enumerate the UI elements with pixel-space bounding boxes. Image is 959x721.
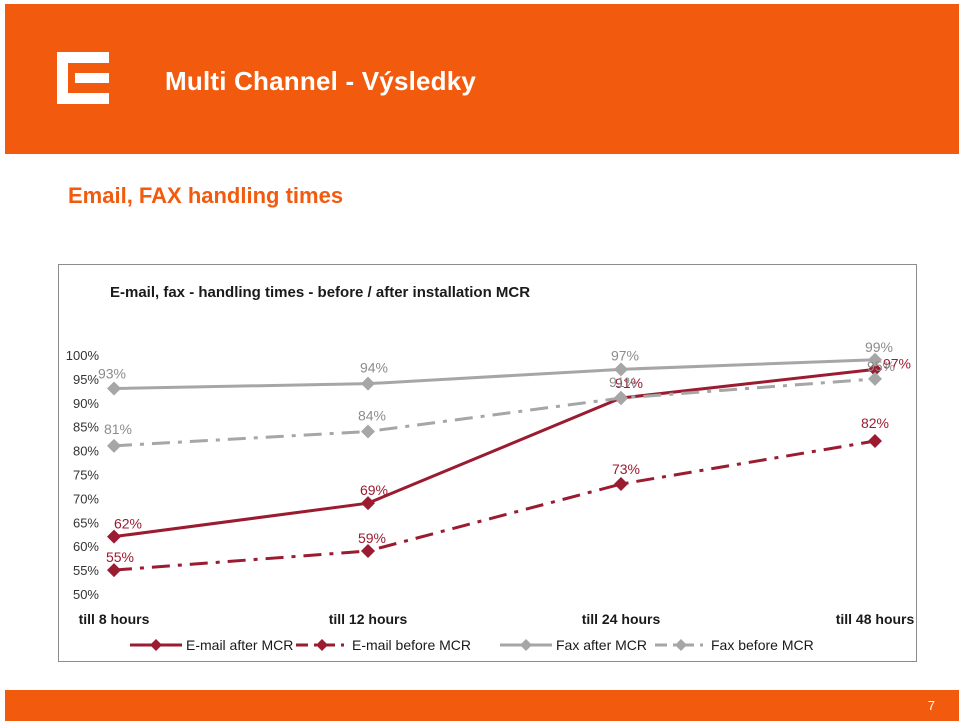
y-tick-label: 60% <box>73 539 99 554</box>
x-tick-label: till 12 hours <box>329 611 408 627</box>
y-tick-label: 80% <box>73 444 99 459</box>
y-tick-label: 70% <box>73 491 99 506</box>
data-point-marker <box>361 496 375 511</box>
data-point-marker <box>107 438 121 453</box>
data-label: 55% <box>106 549 134 565</box>
legend-marker <box>675 639 687 651</box>
page-number: 7 <box>927 698 935 713</box>
chart-title: E-mail, fax - handling times - before / … <box>110 284 531 301</box>
legend-marker <box>150 639 162 651</box>
series-line-2 <box>113 358 876 390</box>
data-point-marker <box>361 543 375 558</box>
data-label: 97% <box>611 347 639 363</box>
data-label: 91% <box>615 375 643 391</box>
cez-logo-icon <box>57 52 109 104</box>
data-point-marker <box>107 381 121 396</box>
y-tick-label: 50% <box>73 587 99 602</box>
series-line-3 <box>113 377 876 448</box>
data-point-marker <box>614 477 628 492</box>
data-label: 94% <box>360 360 388 376</box>
series-line-1 <box>113 439 876 572</box>
y-tick-label: 100% <box>66 348 100 363</box>
data-label: 93% <box>98 365 126 381</box>
chart-frame <box>58 264 917 662</box>
x-tick-label: till 48 hours <box>836 611 915 627</box>
data-point-marker <box>868 371 882 386</box>
data-label: 59% <box>358 530 386 546</box>
data-point-marker <box>107 563 121 578</box>
legend-marker <box>316 639 328 651</box>
data-label: 97% <box>883 355 911 371</box>
y-tick-label: 65% <box>73 515 99 530</box>
data-point-marker <box>361 424 375 439</box>
data-label: 73% <box>612 461 640 477</box>
legend-marker <box>520 639 532 651</box>
section-title: Email, FAX handling times <box>68 183 344 208</box>
data-point-marker <box>361 376 375 391</box>
data-point-marker <box>614 362 628 377</box>
page-title: Multi Channel - Výsledky <box>165 66 477 96</box>
y-tick-label: 75% <box>73 468 99 483</box>
legend-label: E-mail before MCR <box>352 637 471 653</box>
legend-label: Fax before MCR <box>711 637 814 653</box>
data-point-marker <box>614 391 628 406</box>
data-label: 69% <box>360 482 388 498</box>
y-tick-label: 85% <box>73 420 99 435</box>
data-label: 84% <box>358 407 386 423</box>
x-tick-label: till 8 hours <box>79 611 150 627</box>
footer-bar: 7 <box>5 690 959 721</box>
data-point-marker <box>868 362 882 377</box>
data-label: 99% <box>865 339 893 355</box>
series-line-0 <box>113 367 876 539</box>
legend-label: Fax after MCR <box>556 637 647 653</box>
header-bar: Multi Channel - Výsledky <box>5 4 959 154</box>
y-tick-label: 95% <box>73 372 99 387</box>
data-label: 62% <box>114 516 142 532</box>
data-label: 81% <box>104 421 132 437</box>
data-point-marker <box>868 352 882 367</box>
y-tick-label: 90% <box>73 396 99 411</box>
data-point-marker <box>107 529 121 544</box>
legend-label: E-mail after MCR <box>186 637 293 653</box>
data-point-marker <box>868 434 882 449</box>
y-tick-label: 55% <box>73 563 99 578</box>
data-label: 91% <box>609 374 637 390</box>
data-label: 95% <box>867 358 895 374</box>
x-tick-label: till 24 hours <box>582 611 661 627</box>
data-label: 82% <box>861 415 889 431</box>
